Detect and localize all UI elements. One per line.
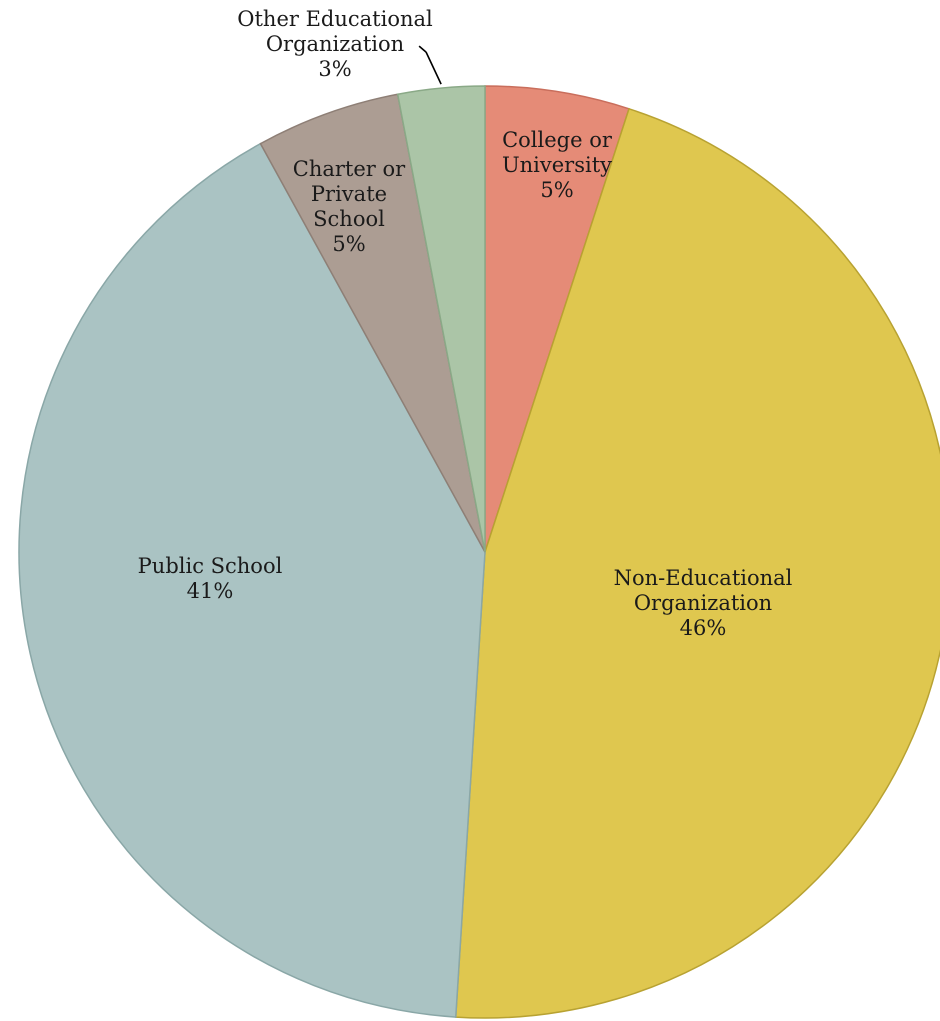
slice-name-line-4-1: Organization xyxy=(266,32,404,56)
slice-value-label-0: 5% xyxy=(540,178,573,202)
pie-slice-2 xyxy=(18,142,486,1018)
leader-line-4 xyxy=(418,45,442,85)
slice-name-line-3-1: Private xyxy=(311,182,387,206)
pie-slice-4 xyxy=(396,85,486,553)
slice-name-line-2-0: Public School xyxy=(138,554,283,578)
pie-slice-0 xyxy=(484,85,630,553)
slice-value-label-1: 46% xyxy=(680,616,727,640)
slice-label-1: Non-Educational Organization 46% xyxy=(614,566,793,640)
slice-labels: College or University 5%Non-Educational Org… xyxy=(138,7,793,640)
slice-name-line-1-1: Organization xyxy=(634,591,772,615)
leader-lines xyxy=(418,45,442,85)
slice-label-2: Public School 41% xyxy=(138,554,283,603)
slice-label-0: College or University 5% xyxy=(502,128,613,202)
slice-name-line-1-0: Non-Educational xyxy=(614,566,793,590)
slice-name-line-0-0: College or xyxy=(502,128,613,152)
slice-value-label-4: 3% xyxy=(318,57,351,81)
slice-name-line-4-0: Other Educational xyxy=(237,7,433,31)
slice-name-line-0-1: University xyxy=(502,153,612,177)
slice-value-label-2: 41% xyxy=(187,579,234,603)
slice-label-4: Other Educational Organization 3% xyxy=(237,7,433,81)
pie-slices xyxy=(18,85,940,1019)
slice-value-label-3: 5% xyxy=(332,232,365,256)
slice-name-line-3-2: School xyxy=(313,207,385,231)
pie-slice-1 xyxy=(454,107,940,1019)
pie-slice-3 xyxy=(259,93,486,553)
slice-label-3: Charter or Private School 5% xyxy=(293,157,406,256)
slice-name-line-3-0: Charter or xyxy=(293,157,406,181)
